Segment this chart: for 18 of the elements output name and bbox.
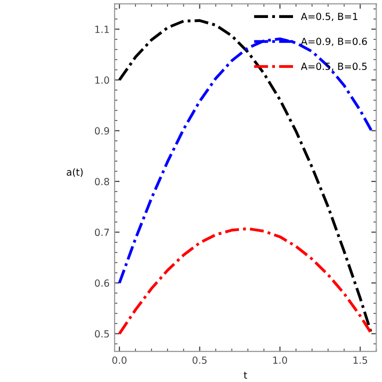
y-tick-label: 1.0 <box>95 76 110 84</box>
legend-label: A=0.9, B=0.6 <box>300 38 367 46</box>
x-tick-label: 0.0 <box>112 356 126 364</box>
legend-label: A=0.5, B=0.5 <box>300 62 367 72</box>
line-series <box>118 227 373 336</box>
y-axis-title: a(t) <box>66 168 83 177</box>
x-axis-title: t <box>244 372 248 379</box>
x-tick-label: 1.5 <box>354 356 368 364</box>
legend-label: A=0.5, B=1 <box>300 12 358 22</box>
y-tick-label: 0.8 <box>94 178 110 186</box>
y-tick-label: 1.1 <box>95 26 109 33</box>
y-tick-label: 0.7 <box>94 228 109 236</box>
y-tick-label: 0.5 <box>94 330 109 338</box>
y-tick-label: 0.9 <box>94 127 110 135</box>
x-tick-label: 0.5 <box>192 356 207 364</box>
x-tick-label: 1.0 <box>273 356 288 364</box>
y-tick-label: 0.6 <box>94 279 110 287</box>
line-series <box>118 37 373 284</box>
